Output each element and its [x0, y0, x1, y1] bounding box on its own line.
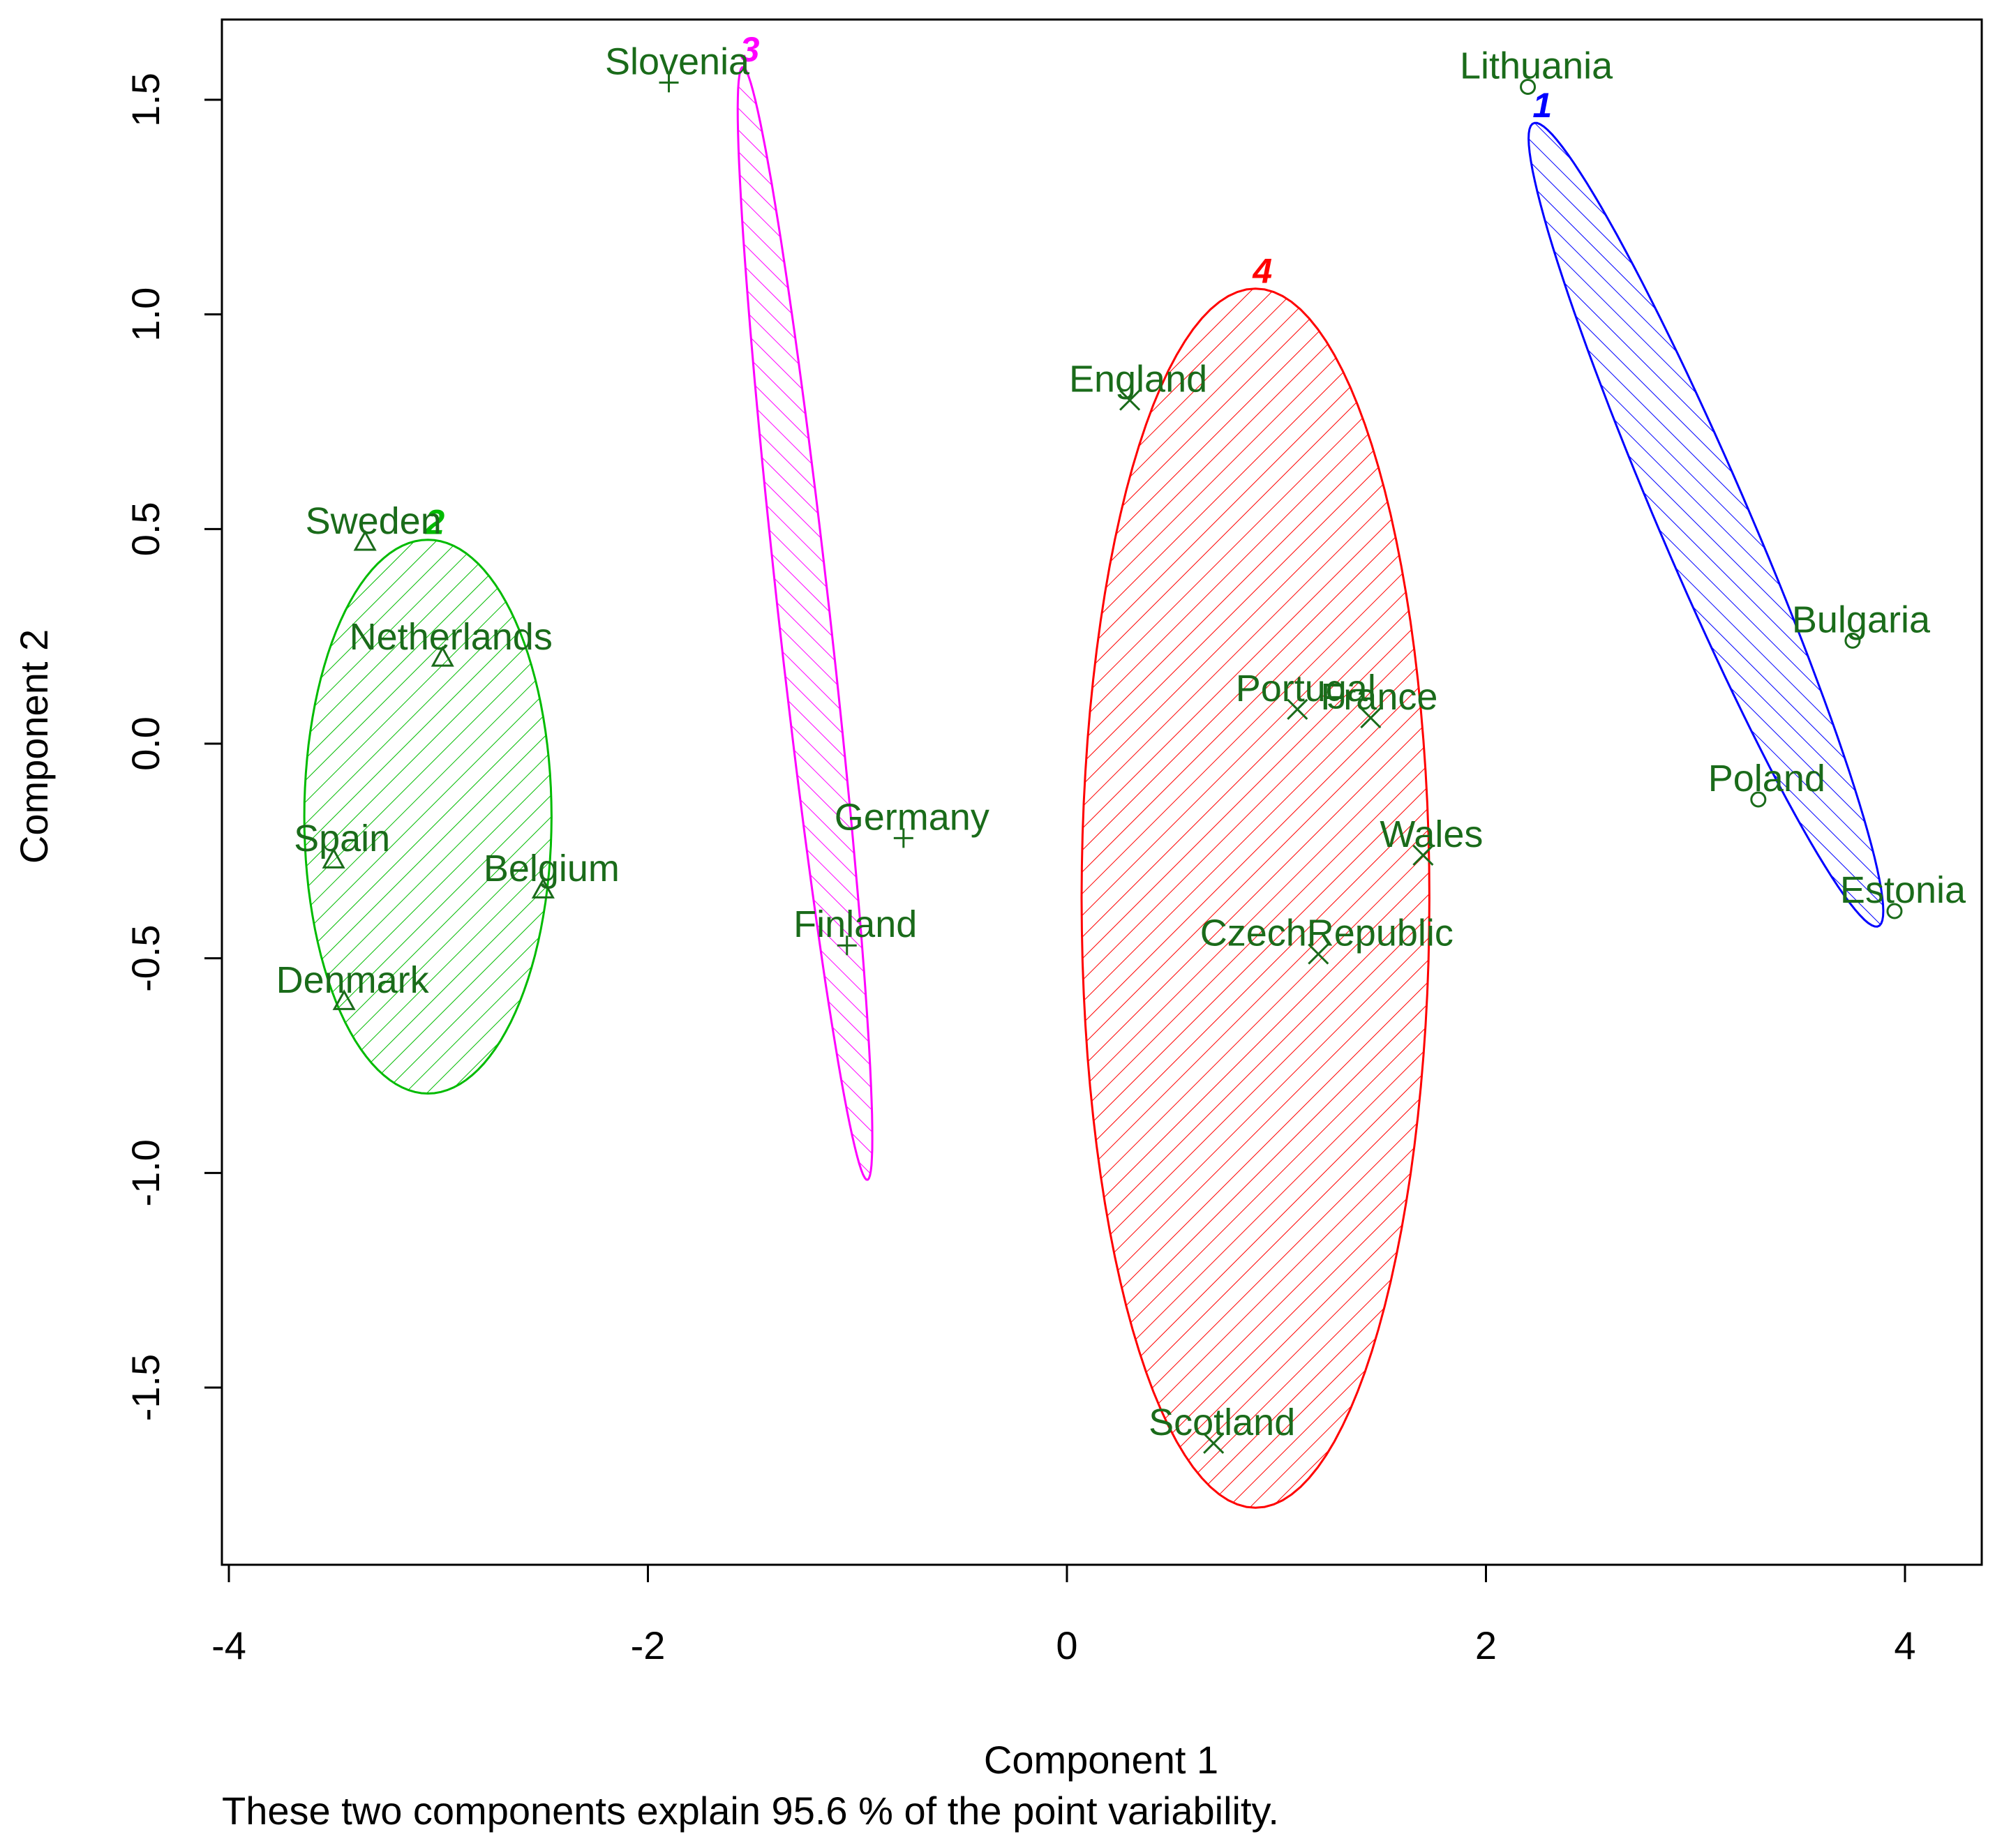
point-label: England: [1069, 359, 1207, 400]
point-label: Slovenia: [605, 40, 750, 82]
cluster-3-ellipse: [736, 66, 874, 1181]
cluster-1-ellipse: [1527, 121, 1885, 928]
point-label: Sweden: [306, 500, 442, 542]
point-marker: [1287, 698, 1308, 720]
point-marker: [1520, 79, 1537, 96]
point-label: France: [1320, 676, 1437, 718]
x-tick-label: 0: [1056, 1623, 1077, 1667]
point-marker: [1203, 1432, 1225, 1455]
point-marker: [353, 529, 377, 551]
cluster-4-number: 4: [1252, 252, 1272, 291]
x-axis: -4 -2 0 2 4: [211, 1563, 1916, 1667]
point-marker: [1360, 707, 1382, 729]
point-label: Denmark: [276, 959, 430, 1001]
y-axis: -1.5 -1.0 -0.5 0.0 0.5 1.0 1.5: [124, 73, 223, 1422]
point-label: Wales: [1380, 813, 1483, 855]
point-label: Estonia: [1840, 869, 1966, 911]
point-label: Poland: [1708, 758, 1825, 799]
point-label: Spain: [294, 818, 390, 859]
point-label: Germany: [835, 796, 989, 838]
cluster-3-number: 3: [740, 30, 760, 69]
y-tick-label: 1.5: [124, 73, 167, 127]
y-tick-label: 0.5: [124, 502, 167, 556]
variability-note: These two components explain 95.6 % of t…: [222, 1789, 1279, 1833]
point-marker: [1412, 844, 1434, 866]
point-marker: [1750, 791, 1767, 808]
y-tick-label: 1.0: [124, 287, 167, 342]
cluster-2-number: 2: [424, 503, 444, 542]
point-label: Portugal: [1236, 668, 1376, 709]
point-marker: [1119, 389, 1141, 411]
x-tick-label: 4: [1894, 1623, 1915, 1667]
x-tick-label: -4: [211, 1623, 246, 1667]
cluster-1-number: 1: [1532, 86, 1552, 125]
cluster-2-ellipse: [303, 539, 553, 1095]
x-tick-label: 2: [1475, 1623, 1497, 1667]
y-axis-title: Component 2: [12, 629, 56, 864]
y-tick-label: -0.5: [124, 924, 167, 992]
point-marker: [1844, 632, 1861, 649]
point-marker: [1308, 943, 1329, 965]
point-marker: [1886, 903, 1903, 919]
point-marker: [531, 878, 555, 899]
y-tick-label: -1.5: [124, 1354, 167, 1422]
y-tick-label: 0.0: [124, 716, 167, 771]
point-label: CzechRepublic: [1200, 912, 1454, 954]
point-marker: [837, 936, 857, 956]
point-label: Netherlands: [350, 616, 553, 658]
point-label: Lithuania: [1460, 45, 1613, 87]
point-marker: [893, 828, 913, 848]
point-label: Scotland: [1149, 1402, 1295, 1443]
x-axis-title: Component 1: [984, 1738, 1218, 1782]
point-marker: [332, 989, 356, 1010]
point-label: Finland: [793, 903, 917, 945]
y-tick-label: -1.0: [124, 1139, 167, 1207]
x-tick-label: -2: [631, 1623, 666, 1667]
point-label: Bulgaria: [1792, 599, 1931, 640]
point-label: Belgium: [484, 848, 620, 889]
point-marker: [659, 73, 679, 93]
point-marker: [322, 848, 345, 869]
cluster-4-ellipse: [1080, 287, 1430, 1509]
point-marker: [431, 645, 454, 667]
